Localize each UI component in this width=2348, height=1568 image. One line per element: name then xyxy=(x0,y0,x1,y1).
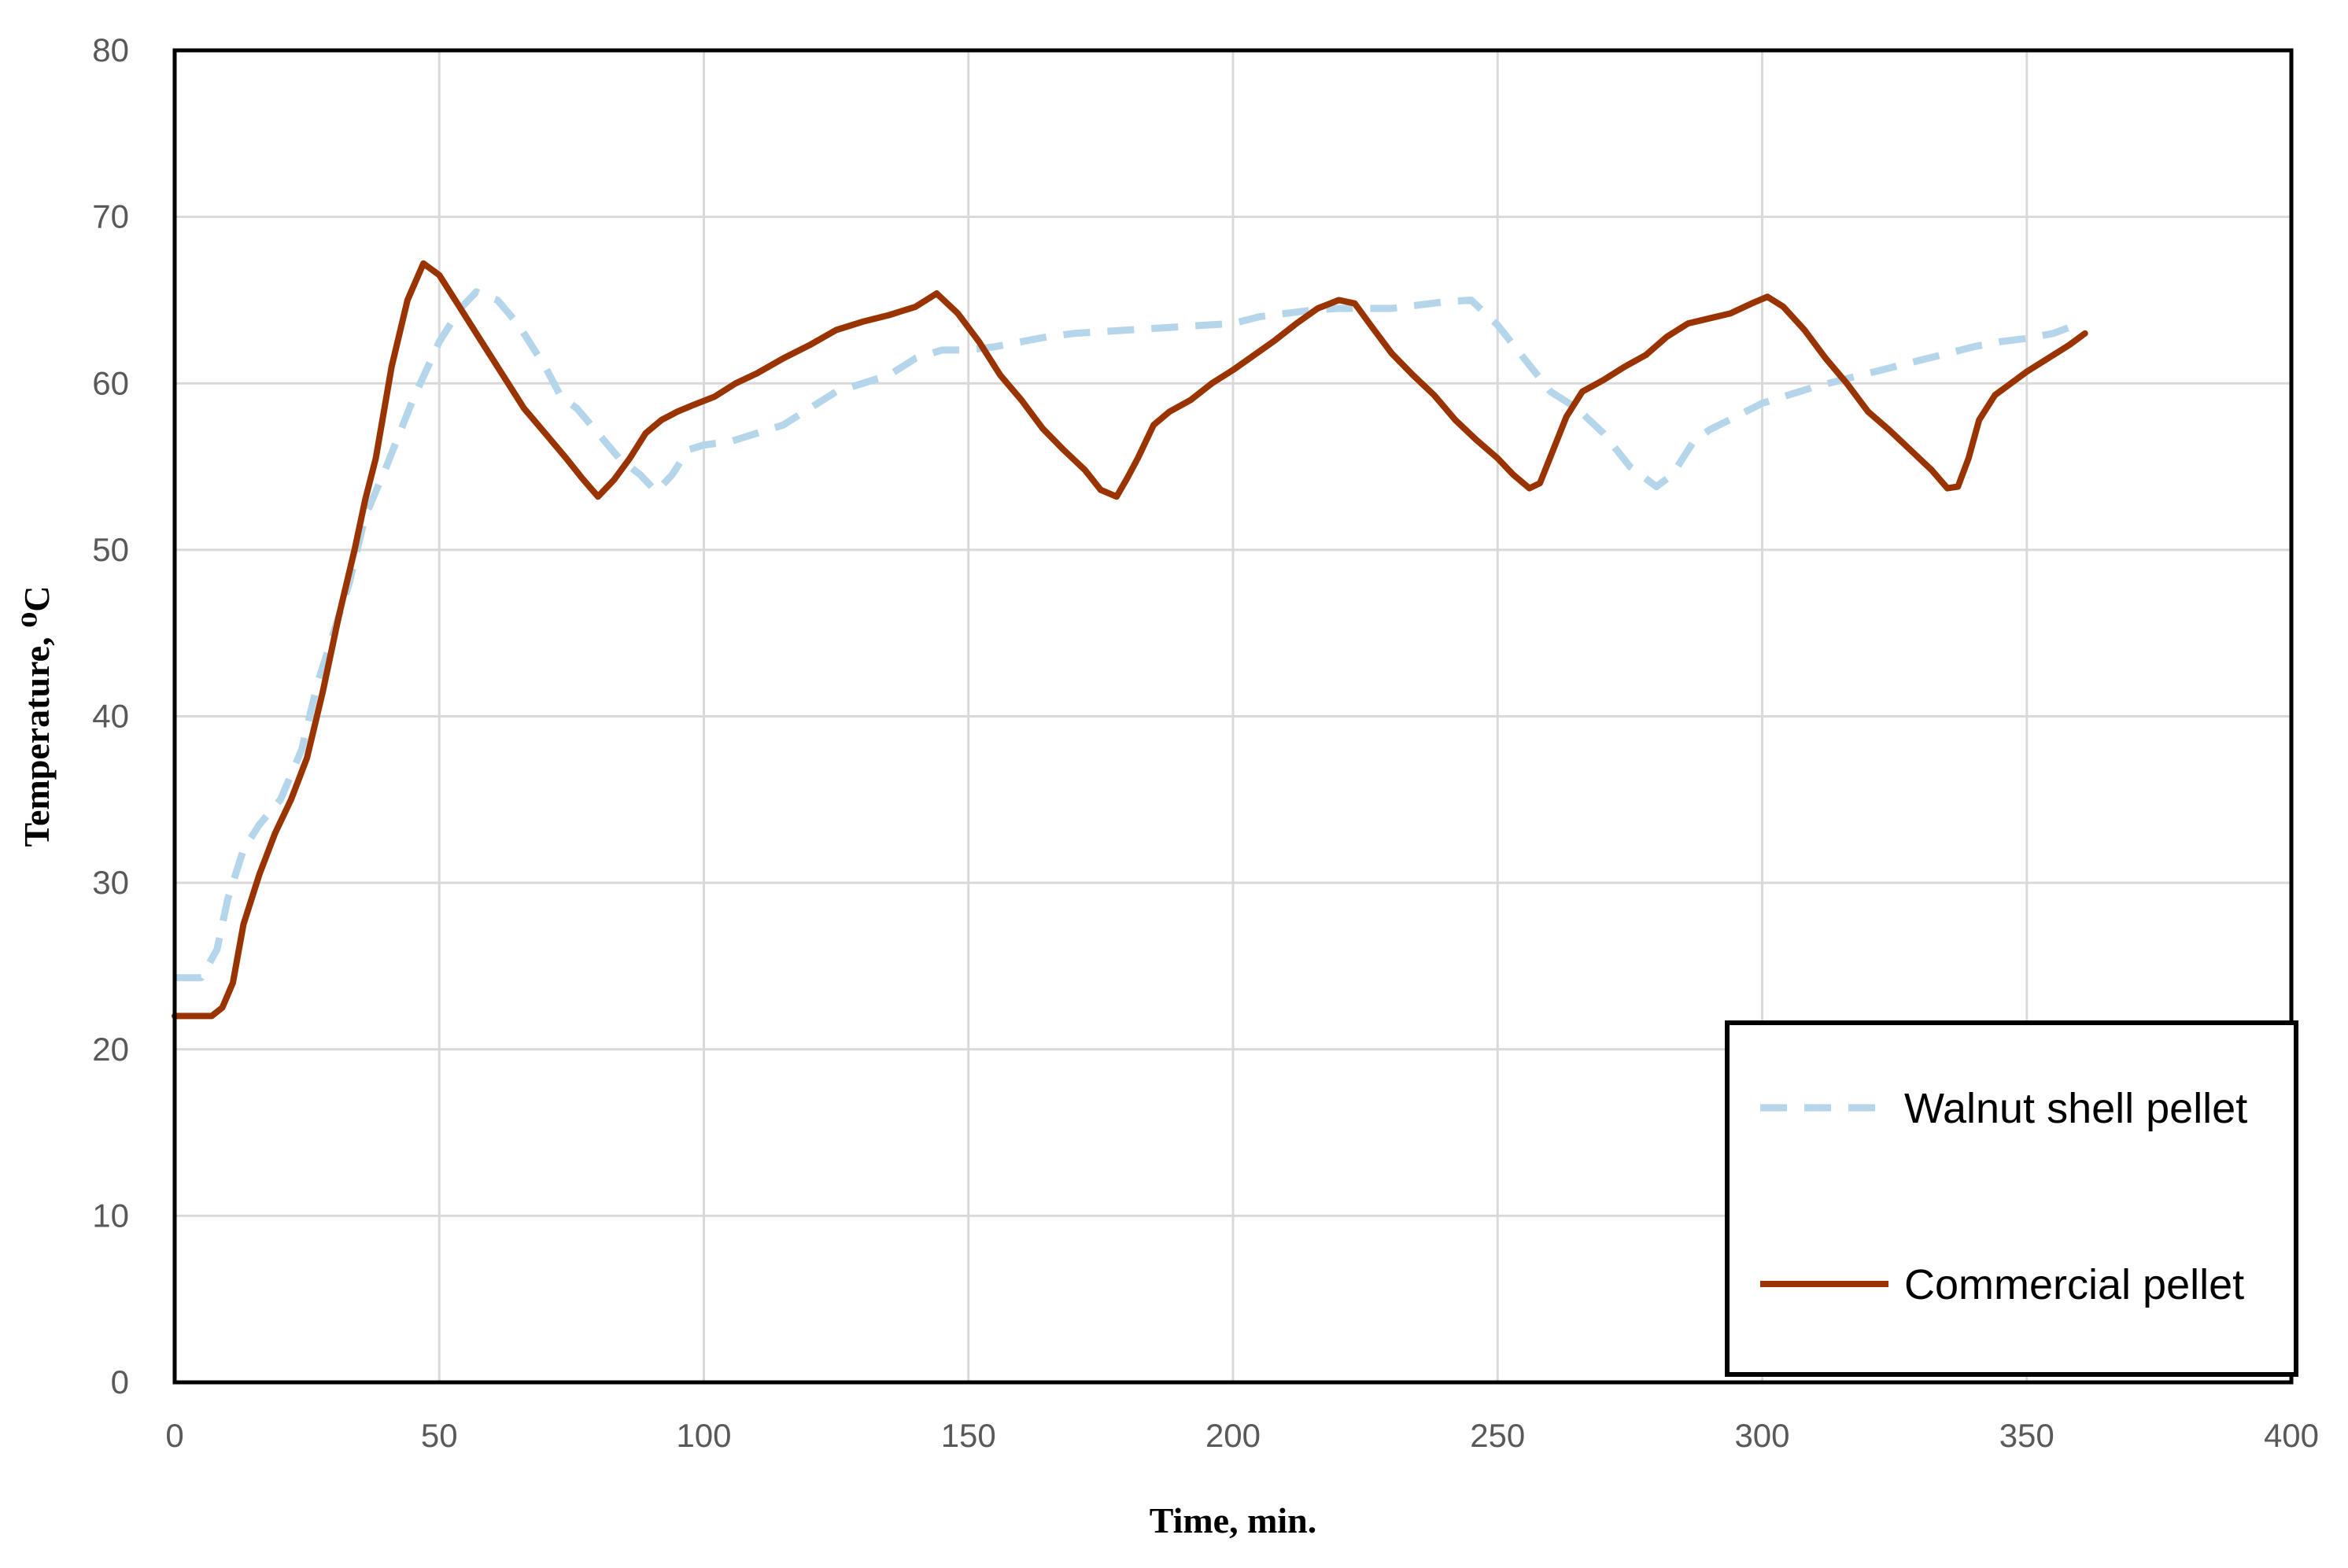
x-tick-label: 150 xyxy=(941,1417,996,1454)
y-tick-label: 30 xyxy=(92,864,129,901)
series-line-walnut-shell-pellet xyxy=(175,288,2081,982)
x-tick-label: 250 xyxy=(1470,1417,1525,1454)
y-tick-label: 50 xyxy=(92,531,129,568)
y-tick-label: 80 xyxy=(92,31,129,68)
y-tick-label: 20 xyxy=(92,1031,129,1068)
legend-label-walnut-shell-pellet: Walnut shell pellet xyxy=(1904,1085,2247,1132)
gridlines xyxy=(175,50,2291,1382)
x-tick-label: 0 xyxy=(165,1417,183,1454)
y-tick-label: 0 xyxy=(111,1363,129,1400)
tick-labels: 0 50 100 150 200 250 300 350 400 0 10 20 30 40 50 60 70 8… xyxy=(92,31,2319,1454)
x-tick-label: 200 xyxy=(1205,1417,1261,1454)
y-axis-title: Temperature, ⁰C xyxy=(17,586,57,847)
y-tick-label: 70 xyxy=(92,198,129,235)
legend-label-commercial-pellet: Commercial pellet xyxy=(1904,1261,2244,1308)
x-tick-label: 350 xyxy=(1999,1417,2054,1454)
x-tick-label: 400 xyxy=(2264,1417,2319,1454)
series-layer xyxy=(172,260,2088,1020)
x-axis-title: Time, min. xyxy=(1150,1500,1317,1540)
y-tick-label: 10 xyxy=(92,1197,129,1234)
legend: Walnut shell pellet Commercial pellet xyxy=(1725,1020,2298,1377)
plot-area-border xyxy=(172,48,2294,1385)
series-line-commercial-pellet xyxy=(172,260,2088,1020)
x-tick-label: 100 xyxy=(676,1417,731,1454)
y-tick-label: 40 xyxy=(92,698,129,735)
legend-box xyxy=(1725,1020,2298,1377)
x-tick-label: 50 xyxy=(421,1417,458,1454)
x-tick-label: 300 xyxy=(1734,1417,1789,1454)
y-tick-label: 60 xyxy=(92,364,129,401)
